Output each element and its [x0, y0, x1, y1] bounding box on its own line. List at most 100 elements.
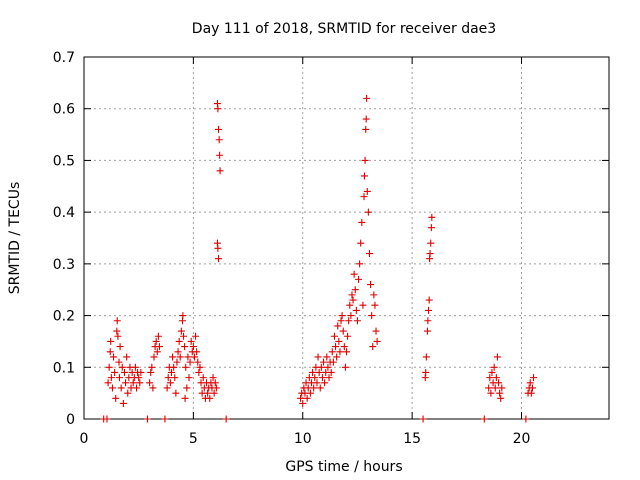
data-point: [488, 368, 496, 376]
data-point: [216, 151, 224, 159]
data-point: [169, 353, 177, 361]
data-point: [131, 363, 139, 371]
data-point: [341, 363, 349, 371]
data-point: [333, 353, 341, 361]
data-point: [427, 224, 435, 232]
data-point: [103, 415, 111, 423]
y-tick-label: 0.4: [53, 205, 75, 221]
data-point: [195, 368, 203, 376]
data-point: [199, 374, 207, 382]
data-point: [355, 275, 363, 283]
data-point: [173, 358, 181, 366]
data-point: [190, 353, 198, 361]
data-point: [153, 348, 161, 356]
data-point: [182, 363, 190, 371]
y-tick-label: 0.2: [53, 309, 75, 325]
data-point: [329, 358, 337, 366]
y-axis-title: SRMTID / TECUs: [7, 182, 23, 295]
data-point: [164, 374, 172, 382]
data-point: [332, 343, 340, 351]
data-point: [344, 332, 352, 340]
data-point: [161, 415, 169, 423]
data-point: [336, 348, 344, 356]
data-point: [168, 368, 175, 376]
data-point: [423, 327, 431, 335]
data-point: [172, 389, 180, 397]
data-point: [362, 125, 370, 133]
data-point: [306, 389, 314, 397]
data-point: [210, 389, 218, 397]
x-tick-label: 0: [80, 431, 89, 447]
y-tick-label: 0.3: [53, 257, 75, 273]
data-point: [105, 363, 113, 371]
data-point: [363, 94, 371, 102]
data-point: [367, 281, 375, 289]
x-tick-label: 5: [189, 431, 198, 447]
data-point: [316, 384, 324, 392]
data-point: [496, 389, 504, 397]
plot-frame: [83, 56, 610, 420]
data-point: [177, 327, 185, 335]
data-point: [425, 296, 433, 304]
data-point: [196, 363, 204, 371]
data-point: [117, 384, 125, 392]
x-axis-title: GPS time / hours: [285, 459, 402, 475]
data-point: [135, 374, 143, 382]
data-point: [185, 374, 193, 382]
data-point: [310, 384, 318, 392]
data-point: [320, 358, 328, 366]
y-tick-label: 0.5: [53, 153, 75, 169]
data-point: [349, 296, 357, 304]
data-point: [343, 348, 350, 356]
data-point: [493, 353, 501, 361]
data-point: [498, 384, 506, 392]
data-point: [120, 368, 128, 376]
data-point: [133, 384, 140, 392]
data-point: [317, 363, 325, 371]
data-point: [155, 343, 163, 351]
data-point: [353, 317, 361, 325]
data-point: [360, 172, 368, 180]
data-point: [216, 167, 224, 175]
data-point: [106, 348, 114, 356]
x-tick-label: 15: [403, 431, 421, 447]
data-point: [189, 343, 197, 351]
data-point: [163, 384, 171, 392]
data-point: [150, 353, 158, 361]
data-point: [113, 327, 121, 335]
data-point: [107, 374, 115, 382]
x-tick-label: 20: [513, 431, 531, 447]
data-point: [425, 306, 433, 314]
data-point: [491, 384, 499, 392]
data-point: [214, 105, 222, 113]
data-point: [328, 348, 336, 356]
data-point: [193, 348, 201, 356]
data-point: [495, 379, 503, 387]
grid-lines: [84, 57, 609, 419]
data-point: [179, 312, 187, 320]
data-point: [122, 379, 130, 387]
data-point: [364, 208, 372, 216]
data-point: [528, 384, 536, 392]
data-point: [347, 312, 355, 320]
data-point: [369, 343, 377, 351]
data-point: [206, 394, 214, 402]
data-point: [370, 291, 378, 299]
data-point: [143, 415, 151, 423]
data-point: [170, 363, 178, 371]
data-point: [330, 332, 338, 340]
data-point: [352, 306, 360, 314]
data-point: [184, 353, 192, 361]
data-point: [107, 337, 115, 345]
data-point: [297, 394, 305, 402]
data-point: [324, 363, 332, 371]
data-point: [360, 193, 368, 201]
data-point: [362, 115, 370, 123]
data-point: [427, 239, 435, 247]
data-point: [480, 415, 488, 423]
data-point: [526, 379, 534, 387]
data-point: [373, 337, 381, 345]
data-point: [174, 348, 182, 356]
data-point: [497, 394, 505, 402]
